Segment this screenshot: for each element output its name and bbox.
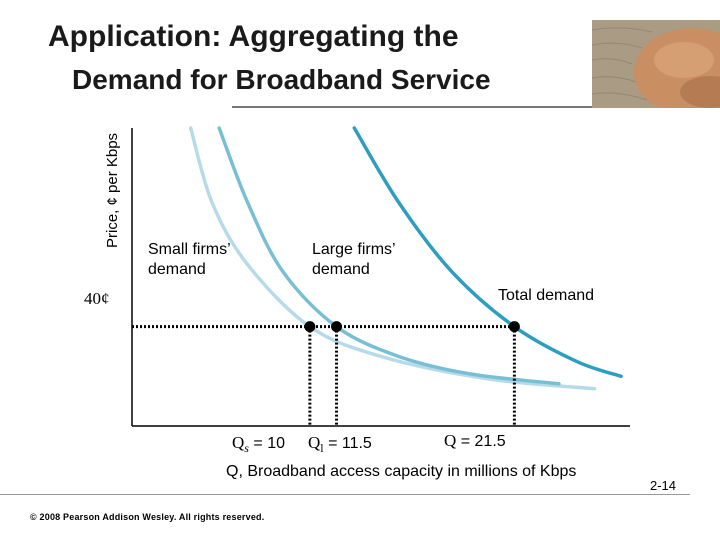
q-symbol: Q: [308, 433, 321, 452]
slide-title-line2: Demand for Broadband Service: [72, 64, 491, 95]
small-firms-demand-text: Small firms’ demand: [148, 241, 231, 278]
q-total-point: [508, 321, 520, 333]
page-number: 2-14: [650, 478, 677, 493]
rock-photo-image: [592, 20, 720, 108]
footer-divider: [0, 494, 690, 495]
q-large-point: [331, 321, 343, 333]
quantity-label-total: Q = 21.5: [444, 431, 506, 452]
copyright-footer: © 2008 Pearson Addison Wesley. All right…: [30, 512, 265, 522]
quantity-label-small: Qs = 10: [232, 433, 285, 458]
quantity-label-large: Ql = 11.5: [308, 433, 372, 458]
large-firms-demand-label: Large firms’ demand: [312, 240, 412, 280]
large-firms-demand-text: Large firms’ demand: [312, 241, 395, 278]
q-small-point: [304, 321, 316, 333]
small-firms-demand-label: Small firms’ demand: [148, 240, 258, 280]
q-symbol: Q: [232, 433, 245, 452]
y-axis-label: Price, ¢ per Kbps: [104, 132, 121, 248]
price-tick-label: 40¢: [84, 289, 110, 308]
title-underline: [232, 106, 592, 108]
q-subscript: l: [320, 441, 324, 456]
total-demand-curve: [352, 126, 623, 379]
x-axis-label: Q, Broadband access capacity in millions…: [226, 463, 577, 480]
q-small-value: = 10: [248, 435, 285, 452]
q-subscript: s: [244, 441, 249, 456]
q-symbol: Q: [444, 431, 457, 450]
total-demand-label: Total demand: [498, 287, 595, 304]
q-total-value: = 21.5: [456, 433, 506, 450]
q-large-value: = 11.5: [323, 435, 372, 452]
slide-title-line1: Application: Aggregating the: [48, 20, 459, 53]
